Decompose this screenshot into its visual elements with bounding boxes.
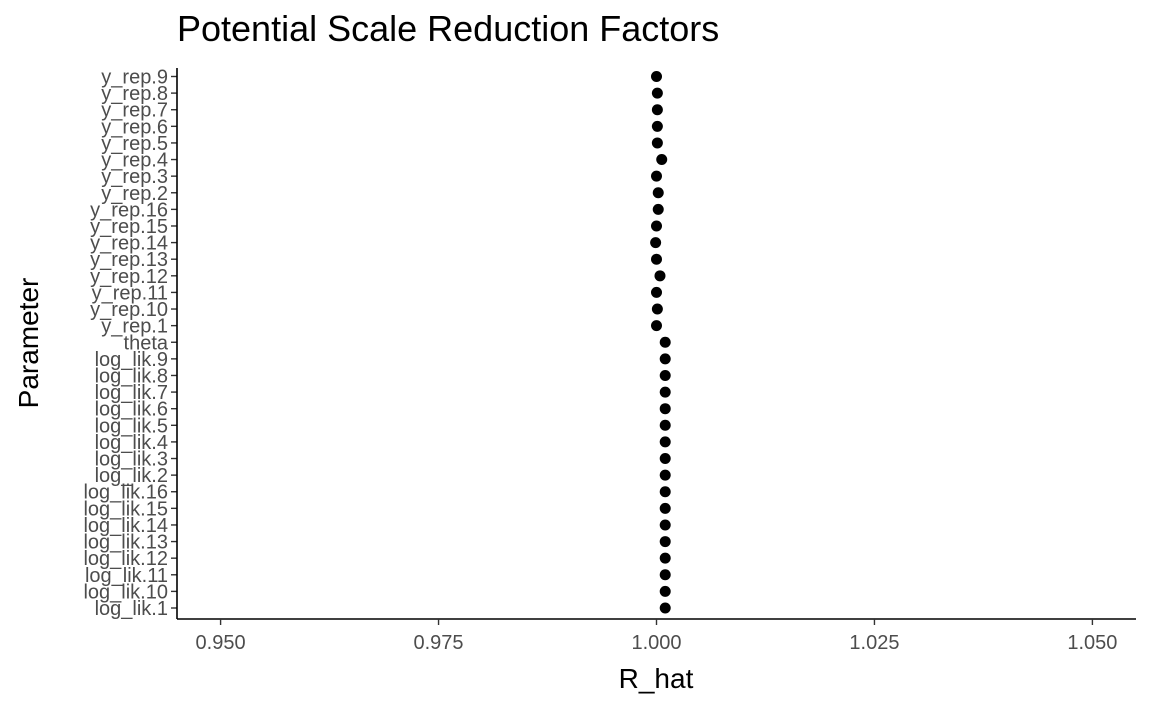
data-point (651, 120, 663, 132)
data-point (659, 585, 671, 597)
y-tick-label: y_rep.1 (101, 316, 168, 338)
data-point (651, 71, 662, 82)
data-point (659, 536, 671, 548)
y-tick-label: log_lik.4 (95, 432, 168, 454)
y-tick-label: theta (124, 332, 169, 354)
x-tick-label: 0.950 (196, 632, 246, 654)
y-tick-label: log_lik.6 (95, 399, 168, 421)
y-tick-label: log_lik.15 (83, 498, 168, 520)
y-tick-label: log_lik.2 (95, 465, 168, 487)
y-tick-label: y_rep.8 (101, 83, 168, 105)
y-axis-ticks (171, 75, 177, 609)
y-tick-label: y_rep.3 (101, 166, 168, 188)
y-tick-label: log_lik.12 (83, 548, 168, 570)
data-point (659, 436, 671, 448)
y-tick-label: y_rep.16 (90, 199, 168, 221)
y-tick-label: log_lik.3 (95, 449, 168, 471)
data-point (659, 403, 671, 415)
data-point (659, 453, 671, 465)
y-tick-label: y_rep.5 (101, 133, 168, 155)
data-point (659, 552, 671, 564)
data-point (651, 253, 662, 265)
x-tick-label: 1.050 (1067, 632, 1117, 654)
data-point (651, 320, 662, 332)
y-tick-label: y_rep.10 (90, 299, 168, 321)
y-tick-label: y_rep.15 (90, 216, 168, 238)
data-point (659, 519, 671, 531)
data-point (659, 602, 671, 614)
y-tick-label: log_lik.10 (83, 581, 168, 603)
x-axis-title: R_hat (619, 663, 694, 694)
data-point (659, 386, 671, 398)
y-tick-label: log_lik.8 (95, 365, 168, 387)
y-tick-label: y_rep.14 (90, 233, 168, 255)
y-tick-label: log_lik.9 (95, 349, 168, 371)
data-point (659, 569, 671, 581)
y-tick-label: y_rep.13 (90, 249, 168, 271)
x-axis-ticks (219, 619, 1094, 625)
y-tick-label: y_rep.2 (101, 183, 168, 205)
data-point (651, 286, 662, 298)
y-tick-label: y_rep.11 (92, 282, 168, 304)
x-tick-label: 1.025 (849, 632, 899, 654)
data-point (659, 486, 671, 498)
y-tick-label: log_lik.7 (95, 382, 168, 404)
data-point (659, 353, 671, 365)
data-points (650, 71, 671, 614)
data-point (651, 104, 663, 116)
data-point (654, 270, 666, 282)
y-axis-title: Parameter (13, 278, 44, 409)
data-point (652, 203, 664, 215)
y-tick-label: log_lik.11 (85, 565, 168, 587)
data-point (651, 170, 662, 182)
y-tick-label: log_lik.1 (95, 598, 168, 620)
data-point (650, 237, 662, 249)
x-tick-label: 1.000 (631, 632, 681, 654)
y-axis-labels: y_rep.9y_rep.8y_rep.7y_rep.6y_rep.5y_rep… (83, 67, 168, 621)
chart-title: Potential Scale Reduction Factors (177, 8, 720, 49)
data-point (651, 87, 663, 99)
y-tick-label: log_lik.14 (83, 515, 168, 537)
data-point (659, 469, 671, 481)
y-tick-label: log_lik.5 (95, 415, 168, 437)
data-point (651, 303, 663, 315)
y-tick-label: log_lik.13 (83, 532, 168, 554)
data-point (659, 369, 671, 381)
y-tick-label: y_rep.7 (101, 100, 168, 122)
data-point (651, 220, 662, 232)
data-point (656, 154, 668, 166)
x-axis-labels: 0.950 0.975 1.000 1.025 1.050 (196, 632, 1118, 654)
data-point (659, 336, 671, 348)
data-point (659, 502, 671, 514)
y-tick-label: y_rep.9 (101, 67, 168, 89)
y-tick-label: log_lik.16 (83, 482, 168, 504)
data-point (652, 187, 664, 199)
data-point (659, 419, 671, 431)
y-tick-label: y_rep.12 (90, 266, 168, 288)
data-point (651, 137, 663, 149)
y-tick-label: y_rep.6 (101, 116, 168, 138)
y-tick-label: y_rep.4 (101, 150, 168, 172)
x-tick-label: 0.975 (414, 632, 464, 654)
